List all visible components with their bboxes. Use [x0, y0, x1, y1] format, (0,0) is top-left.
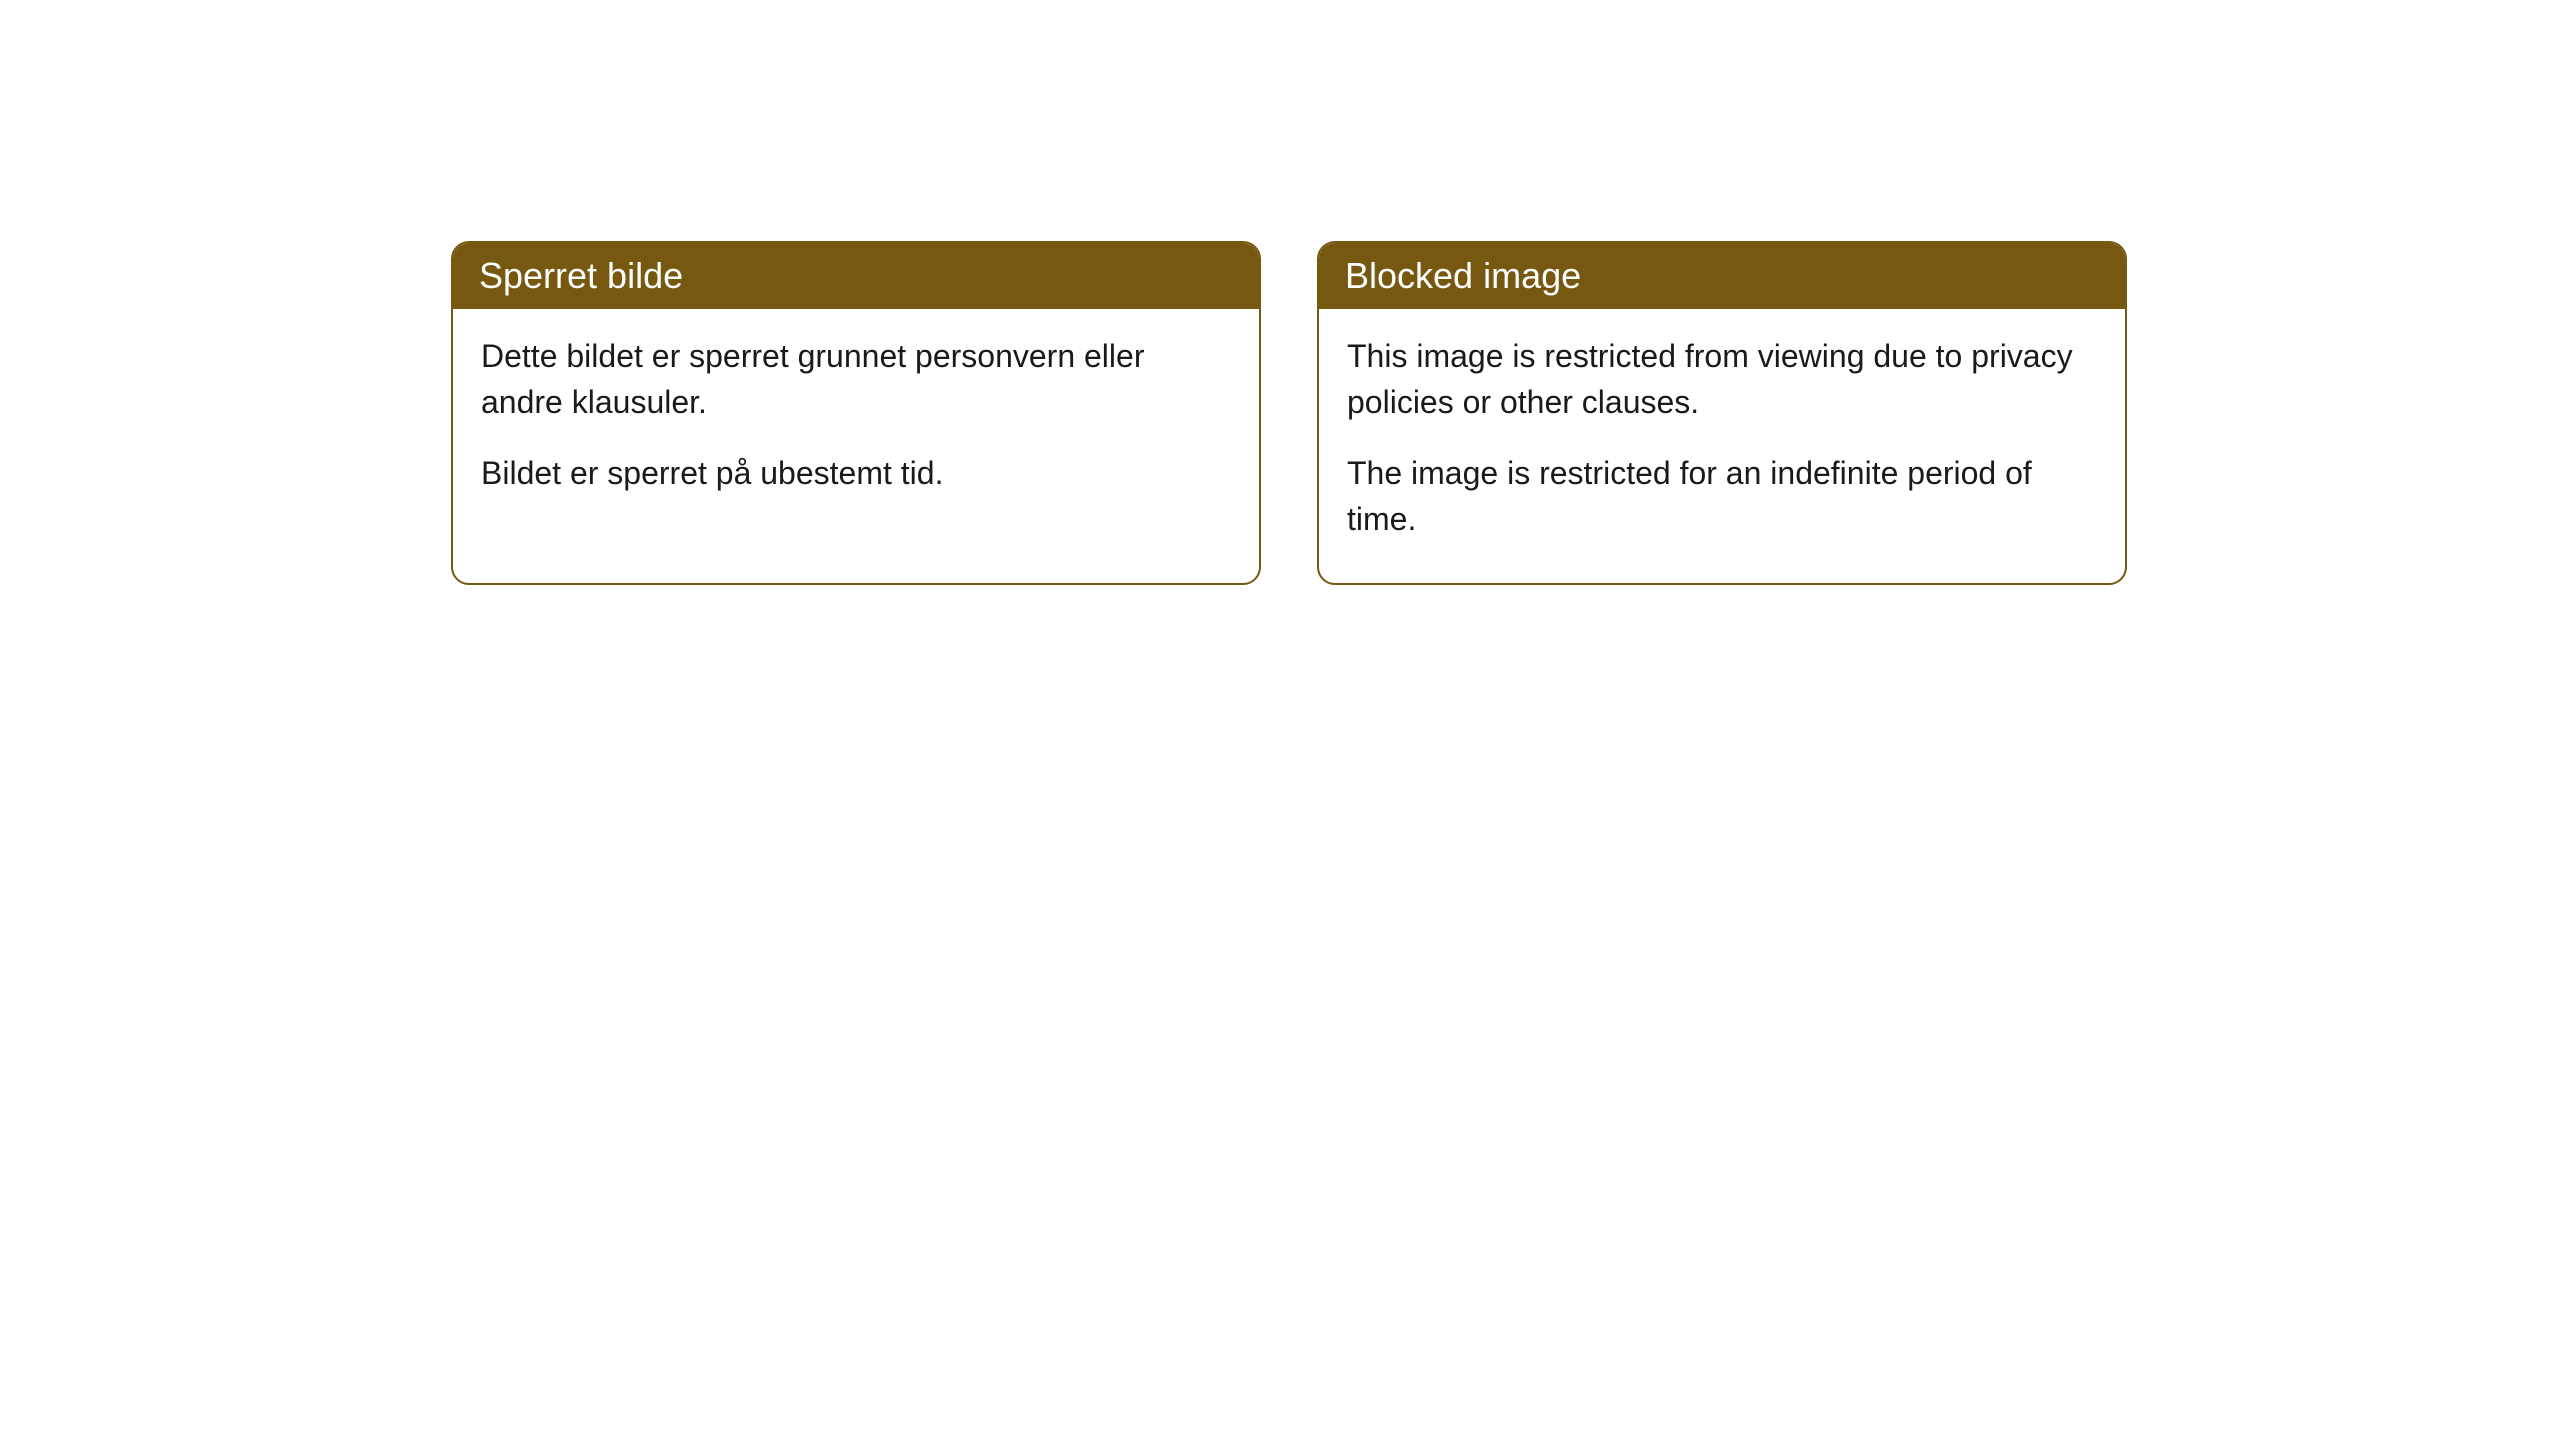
card-body: Dette bildet er sperret grunnet personve… — [453, 309, 1259, 536]
notice-paragraph: This image is restricted from viewing du… — [1347, 333, 2097, 426]
notice-paragraph: The image is restricted for an indefinit… — [1347, 450, 2097, 543]
card-title: Blocked image — [1345, 255, 1581, 296]
card-title: Sperret bilde — [479, 255, 683, 296]
card-header: Sperret bilde — [453, 243, 1259, 309]
card-header: Blocked image — [1319, 243, 2125, 309]
notice-paragraph: Bildet er sperret på ubestemt tid. — [481, 450, 1231, 496]
notice-card-norwegian: Sperret bilde Dette bildet er sperret gr… — [451, 241, 1261, 585]
notice-paragraph: Dette bildet er sperret grunnet personve… — [481, 333, 1231, 426]
card-body: This image is restricted from viewing du… — [1319, 309, 2125, 583]
notice-card-english: Blocked image This image is restricted f… — [1317, 241, 2127, 585]
notice-cards-container: Sperret bilde Dette bildet er sperret gr… — [451, 241, 2127, 585]
